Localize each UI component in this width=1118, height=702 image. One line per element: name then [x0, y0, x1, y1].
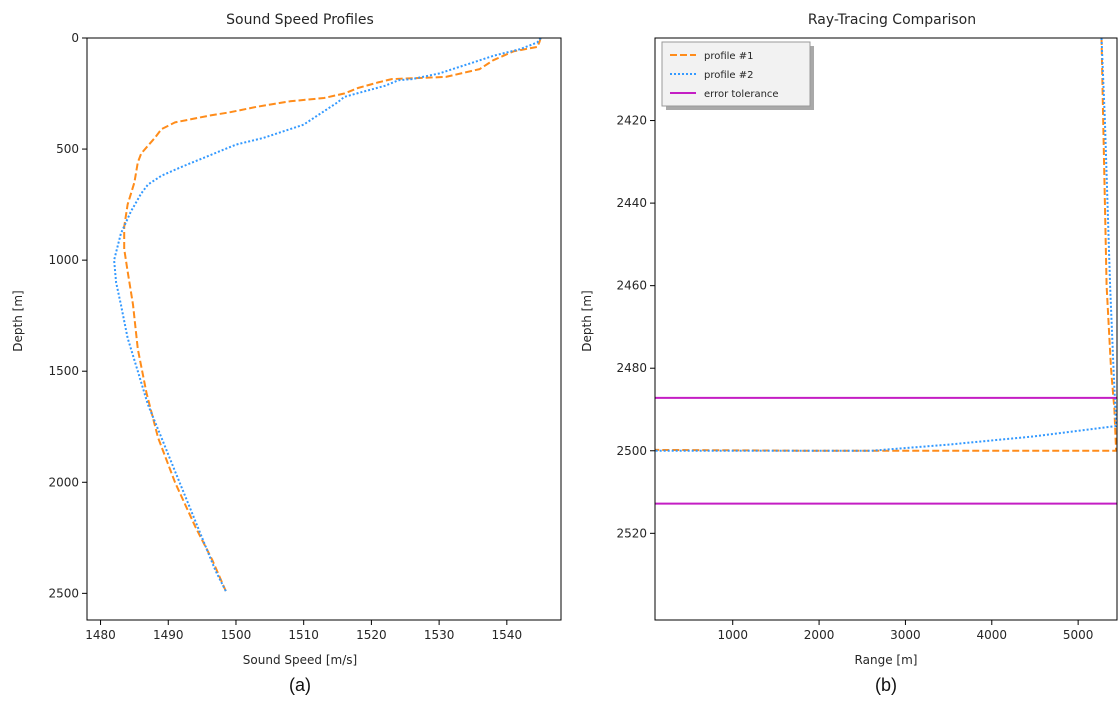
x-tick-label: 1520: [356, 628, 387, 642]
legend-label-profile-1: profile #1: [704, 51, 754, 62]
y-tick-label: 2440: [616, 196, 647, 210]
x-tick-label: 1480: [85, 628, 116, 642]
series-line-profile-1: [654, 37, 1118, 452]
series-line-profile-2: [655, 37, 1118, 452]
x-tick-label: 1540: [492, 628, 523, 642]
figure-caption: (b): [875, 675, 897, 695]
x-tick-label: 4000: [977, 628, 1008, 642]
chart-title: Ray-Tracing Comparison: [808, 12, 976, 28]
x-axis-label: Sound Speed [m/s]: [243, 653, 357, 667]
ray-tracing-chart: Ray-Tracing Comparison 1000 2000 3000 4000 5…: [580, 12, 1118, 695]
x-tick-label: 1510: [288, 628, 319, 642]
chart-title: Sound Speed Profiles: [226, 12, 374, 28]
x-tick-label: 5000: [1063, 628, 1094, 642]
plot-frame: [654, 37, 1118, 621]
y-axis-label: Depth [m]: [11, 290, 25, 351]
y-axis-label: Depth [m]: [580, 290, 594, 351]
x-tick-label: 1000: [717, 628, 748, 642]
y-tick-label: 1000: [48, 253, 79, 267]
y-tick-label: 2460: [616, 279, 647, 293]
series-line-profile-1: [123, 37, 542, 592]
sound-speed-chart: Sound Speed Profiles 1480 1490 1500 1510 152…: [11, 12, 562, 695]
y-tick-label: 2520: [616, 526, 647, 540]
y-tick-label: 1500: [48, 364, 79, 378]
y-tick-label: 500: [56, 142, 79, 156]
x-axis-label: Range [m]: [855, 653, 918, 667]
plot-frame: [86, 37, 562, 621]
plot-area: 1480 1490 1500 1510 1520 1530 1540 0 500 1000 1500…: [48, 31, 562, 642]
y-tick-label: 2420: [616, 114, 647, 128]
x-tick-label: 1500: [221, 628, 252, 642]
x-tick-label: 2000: [804, 628, 835, 642]
plot-area: 1000 2000 3000 4000 5000 2420 2440 2460 2480 2500…: [616, 37, 1118, 642]
y-tick-label: 0: [71, 31, 79, 45]
legend-label-profile-2: profile #2: [704, 70, 754, 81]
x-tick-label: 1530: [424, 628, 455, 642]
y-tick-label: 2480: [616, 361, 647, 375]
y-tick-label: 2500: [48, 586, 79, 600]
series-line-profile-2: [113, 37, 542, 592]
x-tick-label: 1490: [153, 628, 184, 642]
y-tick-label: 2000: [48, 475, 79, 489]
legend: profile #1 profile #2 error tolerance: [661, 41, 814, 110]
x-tick-label: 3000: [890, 628, 921, 642]
legend-label-error-tolerance: error tolerance: [704, 89, 779, 100]
figure-caption: (a): [289, 675, 311, 695]
y-tick-label: 2500: [616, 444, 647, 458]
